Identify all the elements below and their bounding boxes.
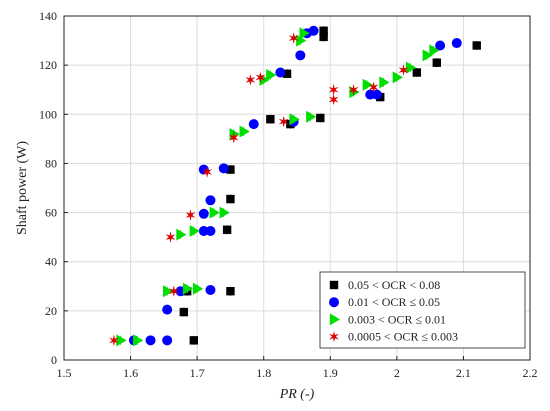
data-point [348, 84, 359, 96]
data-point [266, 115, 275, 124]
data-point [205, 195, 216, 206]
data-point [306, 110, 317, 123]
data-point [133, 334, 144, 347]
y-tick-label: 100 [39, 107, 57, 121]
legend-box [319, 271, 526, 349]
data-point [162, 304, 173, 315]
x-tick-label: 1.9 [323, 366, 338, 380]
axis-ticks: 1.5 1.6 1.7 1.8 1.9 2 2.1 2.2 0 20 40 60 80 100 120 140 [39, 9, 538, 380]
data-point [289, 113, 300, 126]
data-point [108, 334, 119, 347]
data-point [405, 61, 417, 74]
x-tick-label: 1.8 [256, 366, 271, 380]
data-point [432, 58, 441, 67]
y-tick-label: 20 [45, 304, 57, 318]
legend-entry: 0.05 < OCR < 0.08 [348, 278, 440, 292]
data-point [275, 67, 286, 78]
y-tick-label: 140 [39, 9, 57, 23]
data-point [435, 40, 446, 51]
data-point [299, 27, 310, 40]
series-2 [128, 25, 462, 346]
y-tick-label: 0 [51, 353, 57, 367]
data-point [362, 78, 373, 91]
data-point [255, 71, 266, 84]
data-point [308, 25, 319, 36]
data-point [202, 166, 213, 178]
data-point [226, 165, 235, 174]
data-point [176, 228, 187, 241]
data-point [182, 282, 194, 295]
y-tick-label: 40 [45, 255, 57, 269]
data-point [189, 225, 200, 237]
x-tick-label: 2.1 [456, 366, 471, 380]
data-point [422, 49, 433, 62]
data-point [192, 282, 204, 295]
data-point [288, 32, 299, 44]
data-point [398, 64, 409, 76]
data-point [371, 89, 382, 100]
legend-marker [329, 330, 339, 343]
y-axis-label: Shaft power (W) [15, 141, 30, 235]
x-tick-label: 1.7 [190, 366, 205, 380]
data-point [239, 125, 250, 138]
data-point [198, 208, 209, 219]
legend-marker [329, 280, 339, 290]
data-point [392, 71, 403, 84]
data-point [162, 285, 174, 298]
x-tick-label: 2.2 [523, 366, 538, 380]
data-point [168, 285, 179, 297]
data-point [472, 41, 481, 50]
data-point [218, 163, 229, 174]
x-tick-label: 1.5 [57, 366, 72, 380]
x-tick-label: 1.6 [123, 366, 138, 380]
data-point [185, 209, 196, 221]
y-tick-label: 120 [39, 58, 57, 72]
data-point [328, 84, 339, 96]
data-point [226, 194, 235, 204]
data-point [368, 81, 379, 93]
data-point [219, 206, 230, 219]
legend-entry: 0.0005 < OCR ≤ 0.003 [348, 330, 458, 344]
data-point [165, 231, 176, 243]
legend-marker [329, 313, 340, 326]
data-point [226, 287, 235, 296]
data-point [328, 93, 339, 106]
data-point [245, 74, 256, 86]
data-point [319, 32, 328, 42]
data-point [189, 336, 199, 345]
legend-marker [329, 297, 339, 308]
data-point [222, 225, 232, 234]
data-point [162, 335, 173, 346]
data-point [205, 226, 216, 236]
plot-frame [63, 15, 531, 361]
data-point [412, 68, 422, 77]
data-point [451, 38, 462, 49]
data-point [205, 284, 216, 295]
data-point [228, 131, 239, 144]
data-point [296, 34, 307, 47]
legend: 0.05 < OCR < 0.08 0.01 < OCR ≤ 0.05 0.003 … [319, 271, 526, 349]
x-tick-label: 2 [394, 366, 400, 380]
legend-entry: 0.01 < OCR ≤ 0.05 [348, 295, 440, 309]
data-point [179, 307, 189, 317]
legend-entry: 0.003 < OCR ≤ 0.01 [348, 312, 446, 326]
data-points [108, 25, 481, 347]
series-4 [108, 32, 409, 347]
data-point [282, 69, 292, 78]
y-tick-label: 80 [45, 156, 57, 170]
x-axis-label: PR (-) [279, 387, 315, 402]
data-point [248, 119, 259, 130]
data-point [145, 335, 156, 346]
data-point [116, 334, 127, 347]
data-point [278, 115, 289, 128]
data-point [429, 44, 440, 57]
data-point [379, 76, 390, 89]
data-point [295, 50, 306, 61]
y-tick-label: 60 [45, 206, 57, 220]
data-point [209, 206, 220, 219]
data-point [266, 68, 277, 81]
data-point [316, 113, 325, 123]
data-point [319, 26, 328, 35]
